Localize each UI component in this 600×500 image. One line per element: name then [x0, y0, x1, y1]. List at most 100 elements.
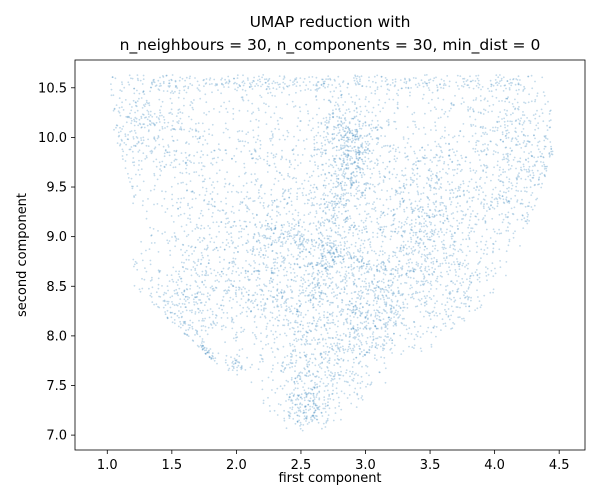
- scatter-point: [337, 347, 339, 350]
- scatter-point: [393, 112, 396, 114]
- scatter-point: [318, 282, 320, 284]
- scatter-point: [499, 80, 501, 83]
- scatter-point: [328, 158, 330, 161]
- scatter-point: [184, 85, 187, 88]
- scatter-point: [406, 155, 409, 158]
- scatter-point: [359, 80, 361, 83]
- scatter-point: [372, 319, 375, 322]
- scatter-point: [451, 235, 454, 238]
- scatter-point: [538, 115, 541, 118]
- scatter-point: [434, 140, 437, 143]
- scatter-point: [377, 298, 380, 300]
- scatter-point: [126, 138, 129, 141]
- scatter-point: [312, 317, 315, 320]
- scatter-point: [446, 173, 449, 175]
- scatter-point: [304, 313, 307, 316]
- scatter-point: [368, 348, 370, 351]
- scatter-point: [359, 321, 362, 324]
- scatter-point: [331, 252, 334, 255]
- scatter-point: [279, 403, 282, 406]
- scatter-point: [325, 242, 327, 245]
- scatter-point: [276, 347, 279, 350]
- scatter-point: [131, 150, 134, 153]
- scatter-point: [274, 224, 277, 227]
- scatter-point: [355, 154, 357, 156]
- scatter-point: [287, 410, 290, 413]
- scatter-point: [245, 195, 248, 198]
- scatter-point: [245, 133, 248, 136]
- scatter-point: [295, 78, 297, 81]
- scatter-point: [267, 212, 270, 215]
- scatter-point: [336, 355, 339, 357]
- scatter-point: [386, 327, 389, 330]
- scatter-point: [286, 231, 289, 234]
- scatter-point: [157, 136, 160, 139]
- scatter-point: [393, 120, 395, 123]
- scatter-point: [500, 180, 502, 183]
- scatter-point: [324, 187, 327, 189]
- scatter-point: [433, 106, 436, 109]
- scatter-point: [267, 396, 269, 399]
- scatter-point: [488, 90, 491, 92]
- scatter-point: [484, 127, 487, 129]
- scatter-point: [149, 110, 152, 113]
- scatter-point: [347, 218, 349, 221]
- scatter-point: [228, 233, 230, 236]
- scatter-point: [450, 107, 452, 110]
- scatter-point: [161, 138, 164, 141]
- scatter-point: [171, 193, 174, 196]
- scatter-point: [411, 113, 414, 116]
- scatter-point: [337, 200, 340, 203]
- scatter-point: [283, 417, 286, 420]
- scatter-point: [204, 178, 206, 181]
- scatter-point: [518, 106, 520, 108]
- scatter-point: [329, 100, 332, 103]
- scatter-point: [483, 133, 486, 136]
- scatter-point: [354, 337, 356, 340]
- scatter-point: [335, 108, 337, 111]
- scatter-point: [233, 155, 236, 157]
- scatter-point: [110, 88, 113, 91]
- scatter-point: [319, 300, 321, 303]
- scatter-point: [289, 266, 292, 269]
- scatter-point: [295, 258, 298, 261]
- scatter-point: [417, 244, 420, 247]
- scatter-point: [137, 124, 140, 127]
- scatter-point: [335, 202, 337, 205]
- scatter-point: [361, 192, 363, 195]
- scatter-point: [175, 85, 178, 88]
- scatter-point: [181, 122, 183, 125]
- scatter-point: [288, 84, 291, 87]
- scatter-point: [295, 244, 298, 246]
- scatter-point: [456, 74, 459, 77]
- scatter-point: [415, 333, 418, 336]
- scatter-point: [329, 253, 332, 256]
- scatter-point: [134, 111, 137, 114]
- scatter-point: [315, 376, 317, 378]
- scatter-point: [343, 241, 346, 243]
- scatter-point: [216, 193, 219, 195]
- scatter-point: [152, 79, 155, 82]
- scatter-point: [299, 187, 301, 190]
- scatter-point: [319, 291, 322, 294]
- scatter-point: [320, 291, 323, 294]
- scatter-point: [497, 116, 500, 118]
- scatter-point: [276, 210, 278, 213]
- scatter-point: [331, 315, 334, 317]
- scatter-point: [344, 193, 346, 196]
- scatter-point: [235, 286, 238, 289]
- scatter-point: [343, 177, 346, 179]
- scatter-point: [459, 130, 461, 133]
- scatter-point: [333, 260, 335, 263]
- scatter-point: [309, 89, 312, 91]
- scatter-point: [249, 249, 252, 251]
- scatter-point: [181, 172, 184, 175]
- scatter-point: [283, 419, 286, 422]
- scatter-point: [356, 157, 358, 160]
- scatter-point: [409, 223, 411, 226]
- scatter-point: [115, 126, 117, 129]
- scatter-point: [345, 140, 347, 143]
- scatter-point: [456, 190, 459, 192]
- scatter-point: [410, 223, 413, 225]
- scatter-point: [420, 79, 423, 82]
